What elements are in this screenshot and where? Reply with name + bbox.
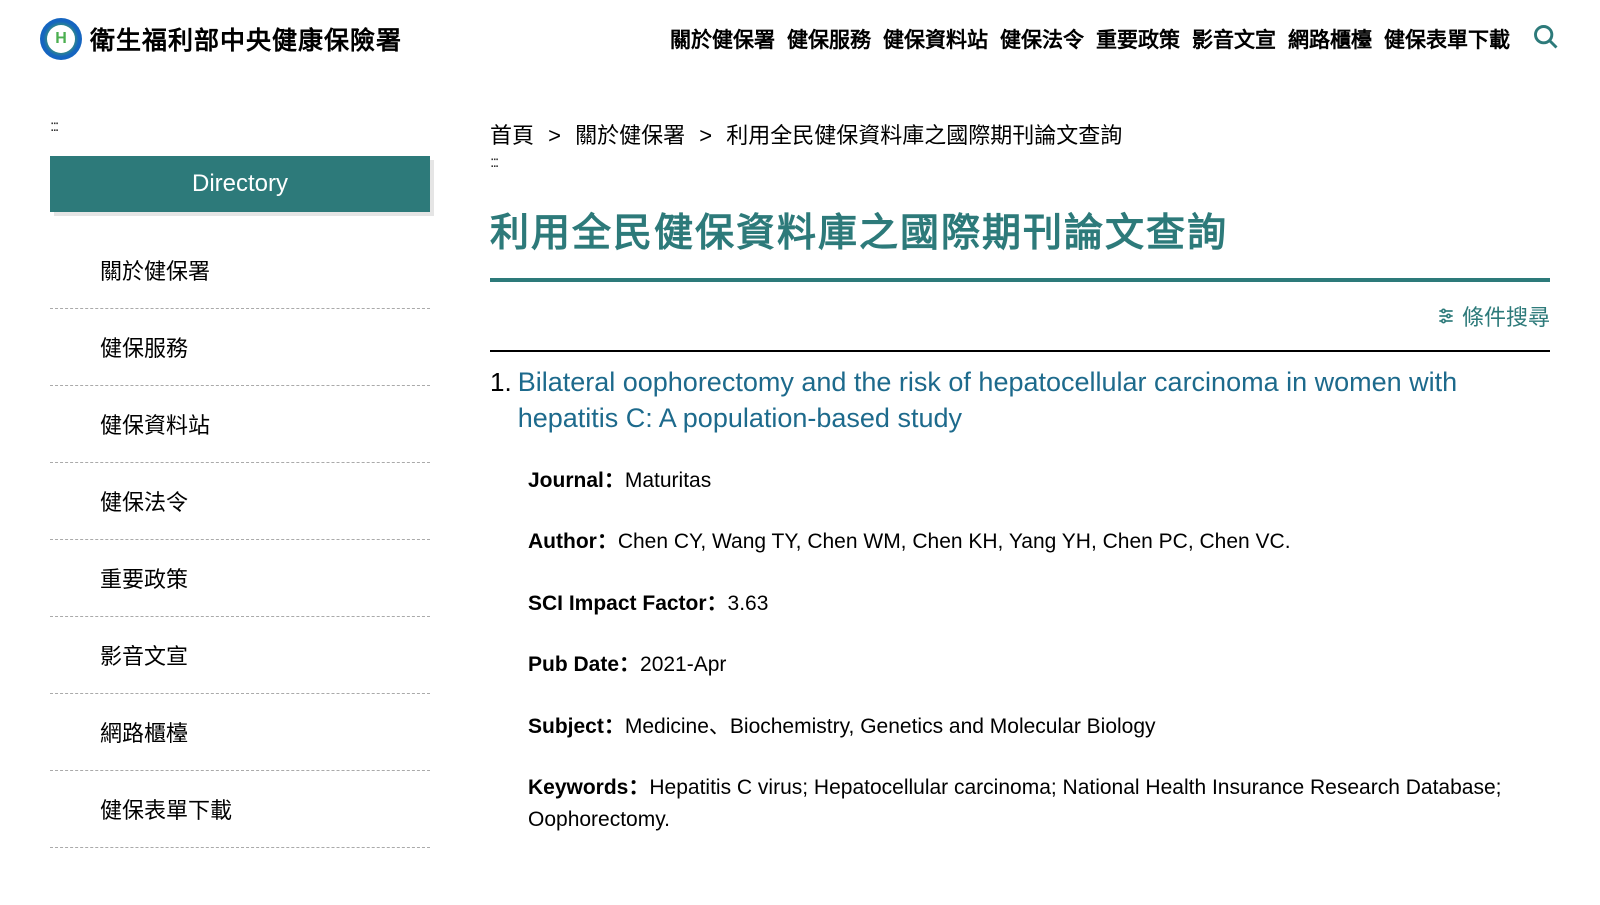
sidebar-item-counter[interactable]: 網路櫃檯: [50, 694, 430, 771]
meta-impact-value: 3.63: [728, 592, 769, 615]
meta-journal-value: Maturitas: [625, 469, 711, 492]
meta-author: Author：Chen CY, Wang TY, Chen WM, Chen K…: [528, 526, 1550, 558]
search-icon[interactable]: [1532, 23, 1560, 56]
sidebar-item-forms[interactable]: 健保表單下載: [50, 771, 430, 848]
article-title-row: 1. Bilateral oophorectomy and the risk o…: [490, 364, 1550, 437]
breadcrumb-home[interactable]: 首頁: [490, 123, 534, 148]
sidebar: ::: Directory 關於健保署 健保服務 健保資料站 健保法令 重要政策…: [50, 118, 430, 865]
page-title: 利用全民健保資料庫之國際期刊論文查詢: [490, 202, 1550, 282]
logo[interactable]: H 衛生福利部中央健康保險署: [40, 18, 402, 60]
breadcrumb-sep: >: [699, 123, 712, 148]
sidebar-item-law[interactable]: 健保法令: [50, 463, 430, 540]
nav-policy[interactable]: 重要政策: [1096, 24, 1180, 54]
breadcrumb: 首頁 > 關於健保署 > 利用全民健保資料庫之國際期刊論文查詢: [490, 118, 1550, 150]
meta-author-value: Chen CY, Wang TY, Chen WM, Chen KH, Yang…: [618, 530, 1291, 553]
nav-about[interactable]: 關於健保署: [670, 24, 775, 54]
article-number: 1.: [490, 364, 512, 437]
meta-keywords-label: Keywords：: [528, 776, 649, 799]
sidebar-item-policy[interactable]: 重要政策: [50, 540, 430, 617]
sidebar-list: 關於健保署 健保服務 健保資料站 健保法令 重要政策 影音文宣 網路櫃檯 健保表…: [50, 232, 430, 848]
filter-search-link[interactable]: 條件搜尋: [1436, 300, 1550, 332]
nav-law[interactable]: 健保法令: [1000, 24, 1084, 54]
article-meta: Journal：Maturitas Author：Chen CY, Wang T…: [490, 465, 1550, 836]
meta-keywords-value: Hepatitis C virus; Hepatocellular carcin…: [528, 776, 1501, 831]
nav-media[interactable]: 影音文宣: [1192, 24, 1276, 54]
nav-data[interactable]: 健保資料站: [883, 24, 988, 54]
top-nav: 關於健保署 健保服務 健保資料站 健保法令 重要政策 影音文宣 網路櫃檯 健保表…: [670, 23, 1560, 56]
meta-keywords: Keywords：Hepatitis C virus; Hepatocellul…: [528, 772, 1550, 835]
site-header: H 衛生福利部中央健康保險署 關於健保署 健保服務 健保資料站 健保法令 重要政…: [0, 0, 1600, 78]
breadcrumb-current: 利用全民健保資料庫之國際期刊論文查詢: [726, 123, 1122, 148]
main-content: 首頁 > 關於健保署 > 利用全民健保資料庫之國際期刊論文查詢 ::: 利用全民…: [490, 118, 1550, 865]
accessibility-anchor-icon: :::: [50, 118, 430, 136]
filter-row: 條件搜尋: [490, 282, 1550, 352]
sidebar-item-media[interactable]: 影音文宣: [50, 617, 430, 694]
sidebar-item-service[interactable]: 健保服務: [50, 309, 430, 386]
directory-header: Directory: [50, 156, 430, 212]
meta-subject: Subject：Medicine、Biochemistry, Genetics …: [528, 711, 1550, 743]
nav-counter[interactable]: 網路櫃檯: [1288, 24, 1372, 54]
sidebar-item-about[interactable]: 關於健保署: [50, 232, 430, 309]
breadcrumb-about[interactable]: 關於健保署: [575, 123, 685, 148]
article-title-link[interactable]: Bilateral oophorectomy and the risk of h…: [518, 364, 1550, 437]
breadcrumb-sep: >: [548, 123, 561, 148]
meta-pubdate: Pub Date：2021-Apr: [528, 649, 1550, 681]
accessibility-anchor-icon: :::: [490, 154, 1550, 172]
meta-impact-label: SCI Impact Factor：: [528, 592, 728, 615]
meta-subject-label: Subject：: [528, 715, 625, 738]
meta-journal: Journal：Maturitas: [528, 465, 1550, 497]
meta-subject-value: Medicine、Biochemistry, Genetics and Mole…: [625, 715, 1156, 738]
nav-forms[interactable]: 健保表單下載: [1384, 24, 1510, 54]
meta-author-label: Author：: [528, 530, 618, 553]
meta-journal-label: Journal：: [528, 469, 625, 492]
meta-pubdate-label: Pub Date：: [528, 653, 640, 676]
site-title: 衛生福利部中央健康保險署: [90, 21, 402, 57]
meta-impact: SCI Impact Factor：3.63: [528, 588, 1550, 620]
filter-label: 條件搜尋: [1462, 300, 1550, 332]
sidebar-item-data[interactable]: 健保資料站: [50, 386, 430, 463]
meta-pubdate-value: 2021-Apr: [640, 653, 726, 676]
filter-icon: [1436, 306, 1456, 326]
logo-icon: H: [40, 18, 82, 60]
nav-service[interactable]: 健保服務: [787, 24, 871, 54]
body-content: ::: Directory 關於健保署 健保服務 健保資料站 健保法令 重要政策…: [0, 78, 1600, 905]
logo-inner-text: H: [47, 25, 75, 53]
article-item: 1. Bilateral oophorectomy and the risk o…: [490, 352, 1550, 835]
